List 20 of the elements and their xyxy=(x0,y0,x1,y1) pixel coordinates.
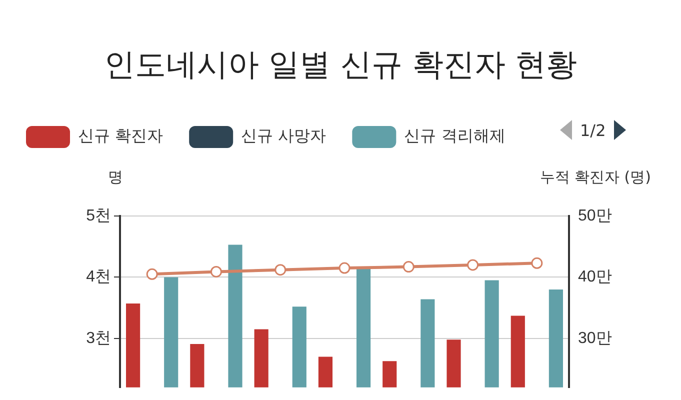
y2-tick-label: 30만 xyxy=(578,330,612,347)
point xyxy=(402,261,414,273)
legend-label: 신규 사망자 xyxy=(241,126,326,146)
point xyxy=(274,264,286,276)
point xyxy=(210,266,222,278)
legend-label: 신규 격리해제 xyxy=(404,126,506,146)
y-tick-label: 5천 xyxy=(86,207,111,224)
chart-title: 인도네시아 일별 신규 확진자 현황 xyxy=(102,46,578,85)
y-tick-label: 4천 xyxy=(86,268,111,286)
point xyxy=(338,262,350,274)
y2-tick-label: 50만 xyxy=(578,207,612,224)
point xyxy=(146,268,158,280)
point xyxy=(531,257,543,269)
text: 1/2 xyxy=(580,120,606,140)
legend-label: 신규 확진자 xyxy=(78,126,164,146)
point xyxy=(467,259,479,271)
y2-axis-title: 누적 확진자 (명) xyxy=(540,168,651,187)
y-axis-title: 명 xyxy=(108,168,123,187)
y2-tick-label: 40만 xyxy=(578,268,612,286)
y-tick-label: 3천 xyxy=(86,330,111,347)
